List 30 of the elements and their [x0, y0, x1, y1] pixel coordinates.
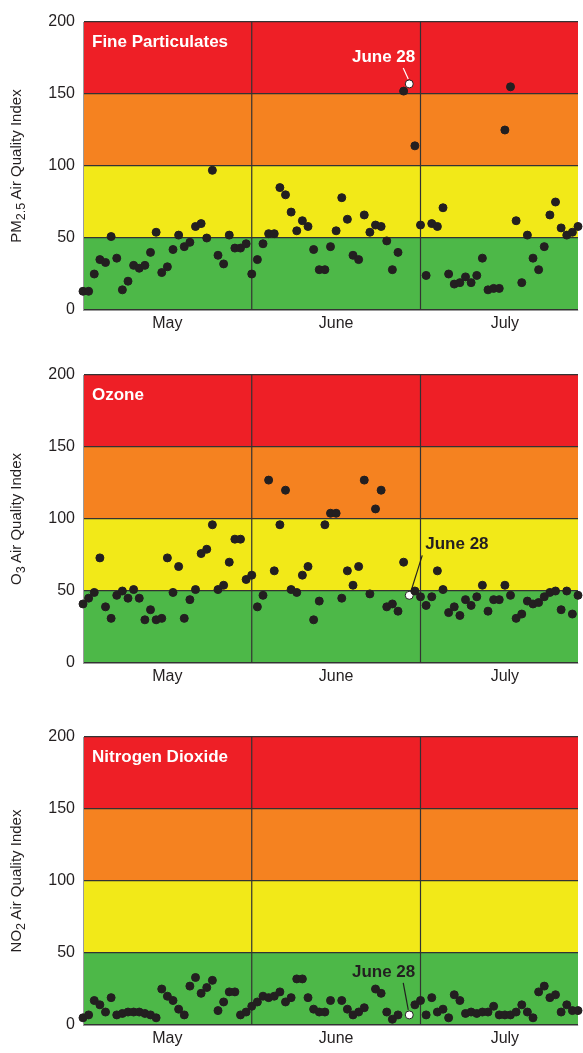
x-tick-label: July [490, 314, 520, 332]
y-tick-label: 50 [57, 943, 76, 961]
y-tick-label: 150 [48, 437, 76, 455]
y-tick-label: 200 [48, 12, 76, 30]
y-tick-label: 200 [48, 365, 76, 383]
y-tick-label: 100 [48, 871, 76, 889]
y-tick-label: 0 [66, 1015, 76, 1033]
y-tick-label: 50 [57, 228, 76, 246]
y-tick-label: 100 [48, 156, 76, 174]
x-tick-label: June [318, 667, 354, 685]
y-tick-label: 0 [66, 300, 76, 318]
text: Fine Particulates [92, 32, 229, 51]
y-tick-label: 150 [48, 799, 76, 817]
x-tick-label: May [152, 1029, 183, 1047]
x-tick-label: July [490, 1029, 520, 1047]
annotation: June 28 [351, 961, 416, 981]
y-tick-label: 50 [57, 581, 76, 599]
y-tick-label: 200 [48, 727, 76, 745]
annotation: June 28 [351, 46, 416, 66]
text: Ozone [92, 385, 144, 404]
annotation: June 28 [425, 534, 489, 554]
x-tick-label: May [152, 667, 183, 685]
x-tick-label: July [490, 667, 520, 685]
y-tick-label: 150 [48, 84, 76, 102]
y-tick-label: 100 [48, 509, 76, 527]
x-tick-label: June [318, 314, 354, 332]
text: Nitrogen Dioxide [92, 747, 229, 766]
x-tick-label: June [318, 1029, 354, 1047]
x-tick-label: May [152, 314, 183, 332]
y-tick-label: 0 [66, 653, 76, 671]
